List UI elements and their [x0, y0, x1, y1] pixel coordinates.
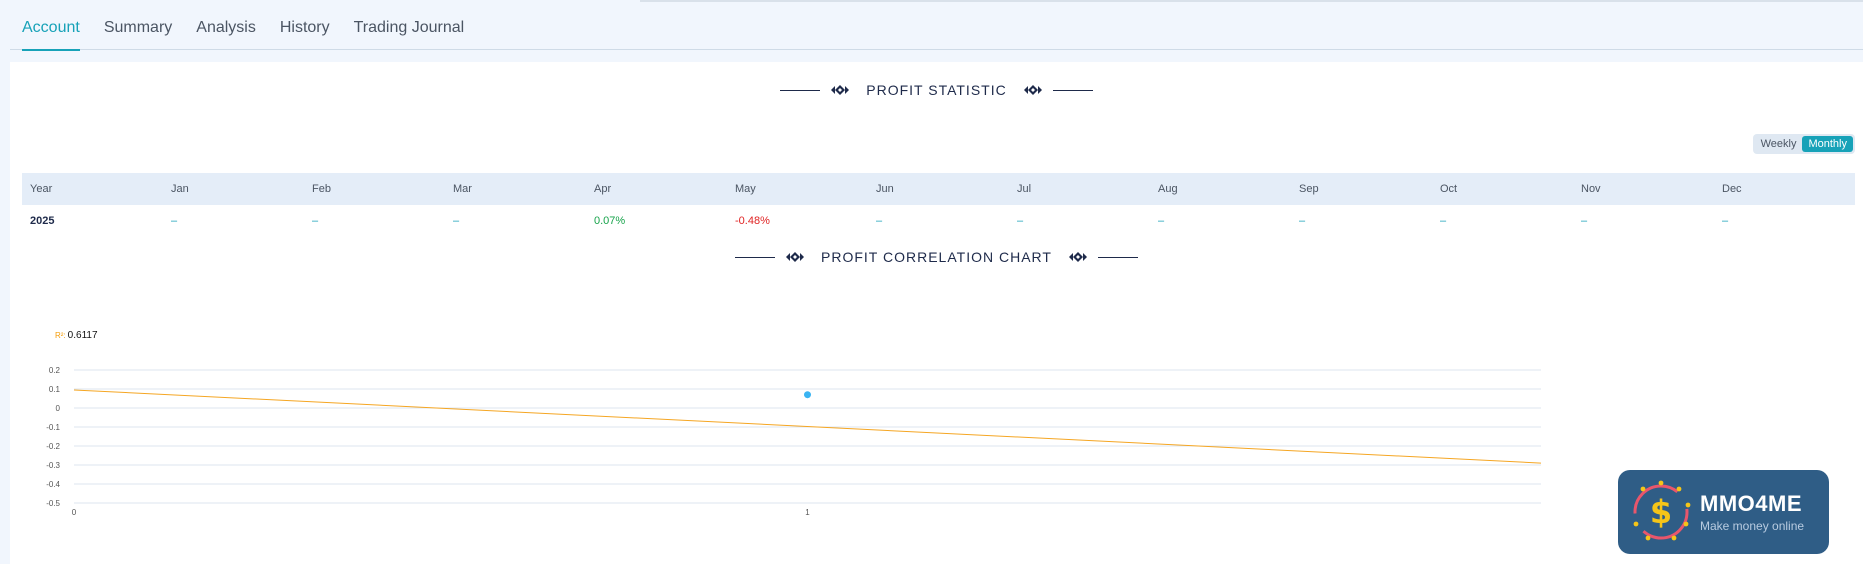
diamond-ornament-icon: [785, 251, 805, 263]
diamond-ornament-icon: [1068, 251, 1088, 263]
profit-correlation-chart: 0.2 0.1 0 -0.1 -0.2 -0.3 -0.4 -0.5 0 1: [46, 366, 1542, 517]
tab-analysis[interactable]: Analysis: [196, 19, 256, 36]
column-header: Aug: [1150, 173, 1291, 205]
table-header-row: Year Jan Feb Mar Apr May Jun Jul Aug Sep…: [22, 173, 1855, 205]
year-cell: 2025: [30, 215, 55, 227]
svg-text:$: $: [1650, 493, 1672, 531]
column-header: Feb: [304, 173, 445, 205]
month-value-cell: 0.07%: [594, 215, 626, 227]
column-header: Nov: [1573, 173, 1714, 205]
table-row: 2025 – – – 0.07% -0.48% – – – – – – –: [22, 205, 1855, 237]
heading-rule-right: [1052, 89, 1093, 91]
content-panel: PROFIT STATISTIC Weekly Monthly Year Jan…: [10, 62, 1863, 564]
weekly-toggle-button[interactable]: Weekly: [1760, 138, 1797, 150]
x-tick-label: 1: [805, 508, 810, 517]
top-edge-divider: [640, 0, 1863, 2]
y-tick-label: -0.1: [46, 423, 60, 432]
month-value-cell: –: [1722, 215, 1729, 227]
r-squared-value: 0.6117: [67, 330, 98, 341]
column-header: Oct: [1432, 173, 1573, 205]
month-value-cell: –: [312, 215, 319, 227]
profit-statistic-table: Year Jan Feb Mar Apr May Jun Jul Aug Sep…: [22, 173, 1855, 237]
trendline: [73, 389, 1542, 464]
month-value-cell: –: [1440, 215, 1447, 227]
column-header: May: [727, 173, 868, 205]
x-tick-label: 0: [72, 508, 77, 517]
y-tick-label: 0.1: [49, 385, 61, 394]
diamond-ornament-icon: [830, 84, 850, 96]
watermark-slogan: Make money online: [1700, 519, 1805, 533]
profit-correlation-title: PROFIT CORRELATION CHART: [821, 249, 1052, 265]
month-value-cell: -0.48%: [735, 215, 770, 227]
tab-history[interactable]: History: [279, 19, 330, 36]
column-header: Sep: [1291, 173, 1432, 205]
dollar-badge-icon: $: [1633, 480, 1691, 541]
column-header: Dec: [1714, 173, 1855, 205]
month-value-cell: –: [1581, 215, 1588, 227]
column-header: Year: [22, 173, 163, 205]
diamond-ornament-icon: [1023, 84, 1043, 96]
y-tick-label: -0.2: [46, 442, 60, 451]
y-tick-label: -0.5: [46, 499, 60, 508]
watermark-brand: MMO4ME: [1700, 491, 1802, 516]
monthly-toggle-button[interactable]: Monthly: [1802, 136, 1853, 152]
month-value-cell: –: [1017, 215, 1024, 227]
r-squared-readout: R²: 0.6117: [55, 330, 98, 341]
tab-bar: Account Summary Analysis History Trading…: [10, 0, 1863, 51]
r-squared-label: R²:: [55, 331, 66, 340]
tab-summary[interactable]: Summary: [103, 19, 173, 36]
heading-rule-left: [780, 89, 821, 91]
data-point: [804, 391, 811, 399]
month-value-cell: –: [453, 215, 460, 227]
y-tick-label: 0.2: [49, 366, 61, 375]
month-value-cell: –: [171, 215, 178, 227]
profit-correlation-heading: PROFIT CORRELATION CHART: [10, 249, 1863, 265]
column-header: Jan: [163, 173, 304, 205]
month-value-cell: –: [876, 215, 883, 227]
column-header: Jul: [1009, 173, 1150, 205]
y-tick-label: -0.4: [46, 480, 60, 489]
profit-statistic-heading: PROFIT STATISTIC: [10, 82, 1863, 98]
profit-statistic-title: PROFIT STATISTIC: [866, 82, 1007, 98]
tab-account[interactable]: Account: [10, 0, 92, 51]
column-header: Jun: [868, 173, 1009, 205]
heading-rule-right: [1097, 256, 1138, 258]
column-header: Apr: [586, 173, 727, 205]
heading-rule-left: [735, 256, 776, 258]
month-value-cell: –: [1299, 215, 1306, 227]
month-value-cell: –: [1158, 215, 1165, 227]
mmo4me-watermark: $ MMO4ME Make money online: [1618, 470, 1829, 554]
tab-trading-journal[interactable]: Trading Journal: [353, 19, 465, 36]
period-toggle: Weekly Monthly: [1752, 134, 1855, 154]
y-tick-label: 0: [56, 404, 61, 413]
column-header: Mar: [445, 173, 586, 205]
y-tick-label: -0.3: [46, 461, 60, 470]
